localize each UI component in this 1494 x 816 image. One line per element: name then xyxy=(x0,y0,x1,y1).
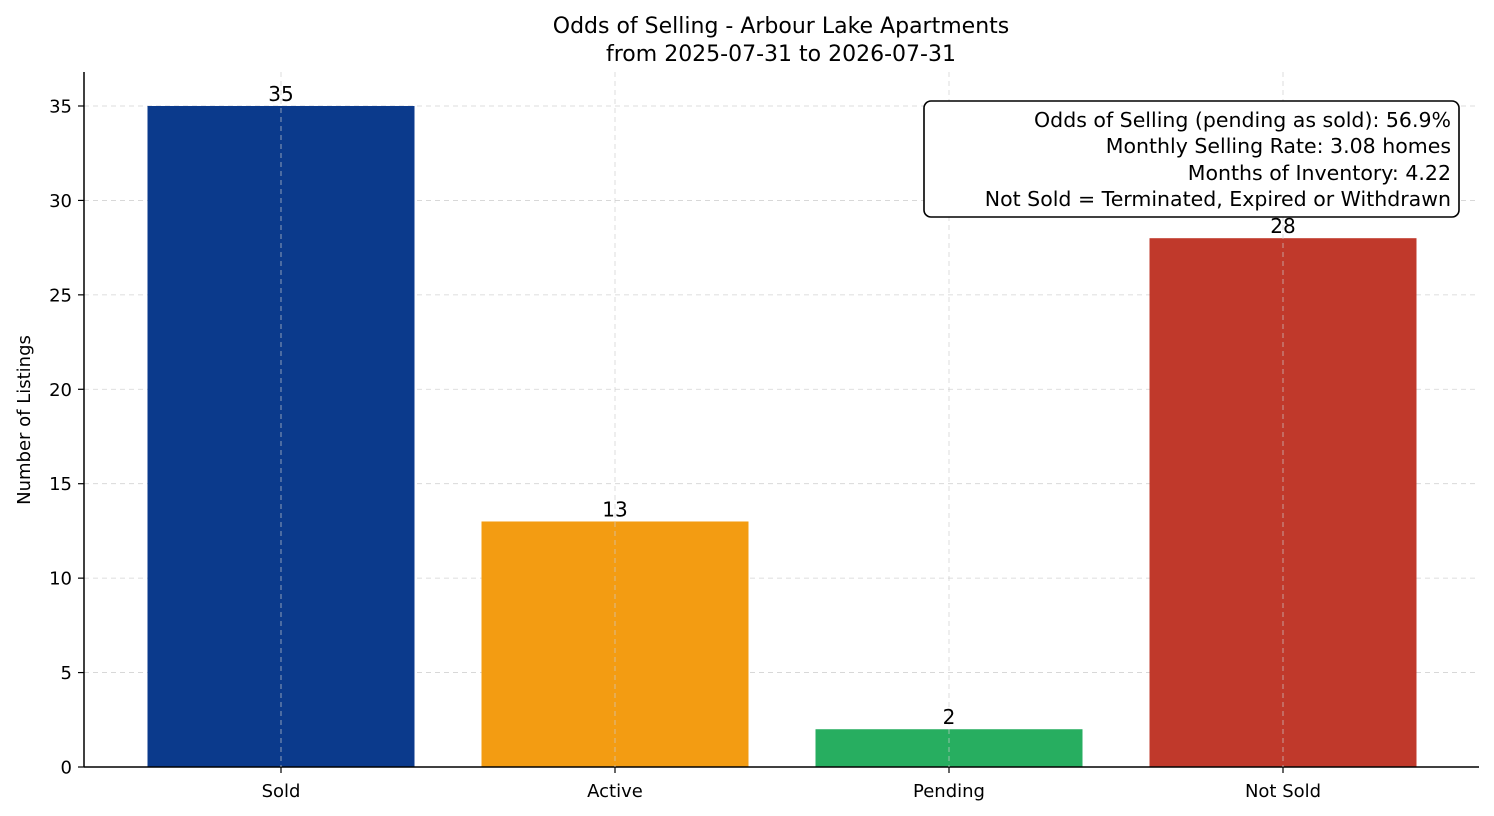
chart-subtitle: from 2025-07-31 to 2026-07-31 xyxy=(606,42,956,67)
y-tick-label: 30 xyxy=(49,191,72,212)
bar-value-label: 13 xyxy=(602,497,627,521)
x-tick-label: Sold xyxy=(262,781,301,802)
y-tick-label: 0 xyxy=(61,758,72,779)
info-line-definition: Not Sold = Terminated, Expired or Withdr… xyxy=(985,187,1451,211)
chart-title: Odds of Selling - Arbour Lake Apartments xyxy=(553,14,1009,39)
y-tick-label: 35 xyxy=(49,96,72,117)
y-tick-label: 15 xyxy=(49,474,72,495)
x-tick-label: Not Sold xyxy=(1245,781,1321,802)
data-labels: 35 13 2 28 xyxy=(268,72,1296,767)
info-box-frame xyxy=(923,100,1460,218)
bar-value-label: 35 xyxy=(268,82,293,106)
x-tick-label: Pending xyxy=(913,781,985,802)
y-tick-label: 25 xyxy=(49,285,72,306)
bar-value-label: 2 xyxy=(943,705,956,729)
y-tick-label: 10 xyxy=(49,569,72,590)
bar-value-label: 28 xyxy=(1270,214,1295,238)
y-tick-label: 20 xyxy=(49,380,72,401)
info-line-odds: Odds of Selling (pending as sold): 56.9% xyxy=(1034,108,1451,132)
info-line-inventory: Months of Inventory: 4.22 xyxy=(1188,161,1451,185)
info-box: Odds of Selling (pending as sold): 56.9%… xyxy=(923,100,1460,218)
y-axis-label: Number of Listings xyxy=(14,335,35,505)
info-line-rate: Monthly Selling Rate: 3.08 homes xyxy=(1106,134,1451,158)
y-tick-label: 5 xyxy=(61,663,72,684)
x-tick-label: Active xyxy=(587,781,643,802)
axes: 0 5 10 15 20 25 30 35 Sold Active Pending Not Sold xyxy=(49,72,1479,802)
